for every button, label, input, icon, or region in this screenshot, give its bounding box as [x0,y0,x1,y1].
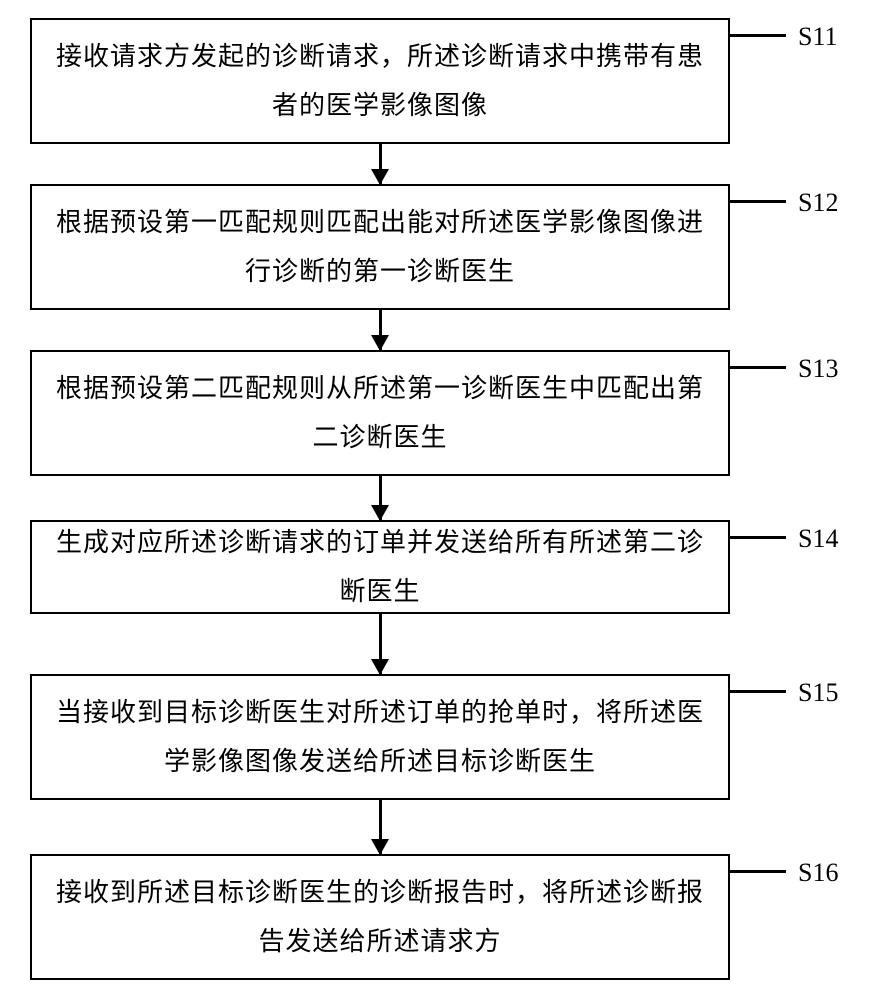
step-text-s15: 当接收到目标诊断医生对所述订单的抢单时，将所述医学影像图像发送给所述目标诊断医生 [52,688,708,787]
step-label-s15: S15 [798,678,838,708]
step-box-s13: 根据预设第二匹配规则从所述第一诊断医生中匹配出第二诊断医生 [30,350,730,476]
arrow-s13-s14 [379,476,382,520]
connector-s12 [730,200,786,203]
step-text-s11: 接收请求方发起的诊断请求，所述诊断请求中携带有患者的医学影像图像 [52,32,708,131]
arrow-s11-s12 [379,144,382,184]
step-box-s14: 生成对应所述诊断请求的订单并发送给所有所述第二诊断医生 [30,520,730,614]
arrow-s12-s13 [379,310,382,350]
connector-s15 [730,690,786,693]
connector-s11 [730,34,786,37]
step-label-s13: S13 [798,354,838,384]
step-text-s14: 生成对应所述诊断请求的订单并发送给所有所述第二诊断医生 [52,518,708,617]
step-text-s13: 根据预设第二匹配规则从所述第一诊断医生中匹配出第二诊断医生 [52,364,708,463]
step-box-s11: 接收请求方发起的诊断请求，所述诊断请求中携带有患者的医学影像图像 [30,18,730,144]
arrow-s14-s15 [379,614,382,674]
connector-s13 [730,366,786,369]
step-label-s11: S11 [798,22,838,52]
connector-s14 [730,536,786,539]
step-label-s14: S14 [798,524,838,554]
step-box-s16: 接收到所述目标诊断医生的诊断报告时，将所述诊断报告发送给所述请求方 [30,854,730,980]
connector-s16 [730,870,786,873]
step-text-s16: 接收到所述目标诊断医生的诊断报告时，将所述诊断报告发送给所述请求方 [52,868,708,967]
step-box-s15: 当接收到目标诊断医生对所述订单的抢单时，将所述医学影像图像发送给所述目标诊断医生 [30,674,730,800]
arrow-s15-s16 [379,800,382,854]
step-text-s12: 根据预设第一匹配规则匹配出能对所述医学影像图像进行诊断的第一诊断医生 [52,198,708,297]
step-label-s12: S12 [798,188,838,218]
step-box-s12: 根据预设第一匹配规则匹配出能对所述医学影像图像进行诊断的第一诊断医生 [30,184,730,310]
flowchart-canvas: 接收请求方发起的诊断请求，所述诊断请求中携带有患者的医学影像图像 S11 根据预… [0,0,871,1000]
step-label-s16: S16 [798,858,838,888]
